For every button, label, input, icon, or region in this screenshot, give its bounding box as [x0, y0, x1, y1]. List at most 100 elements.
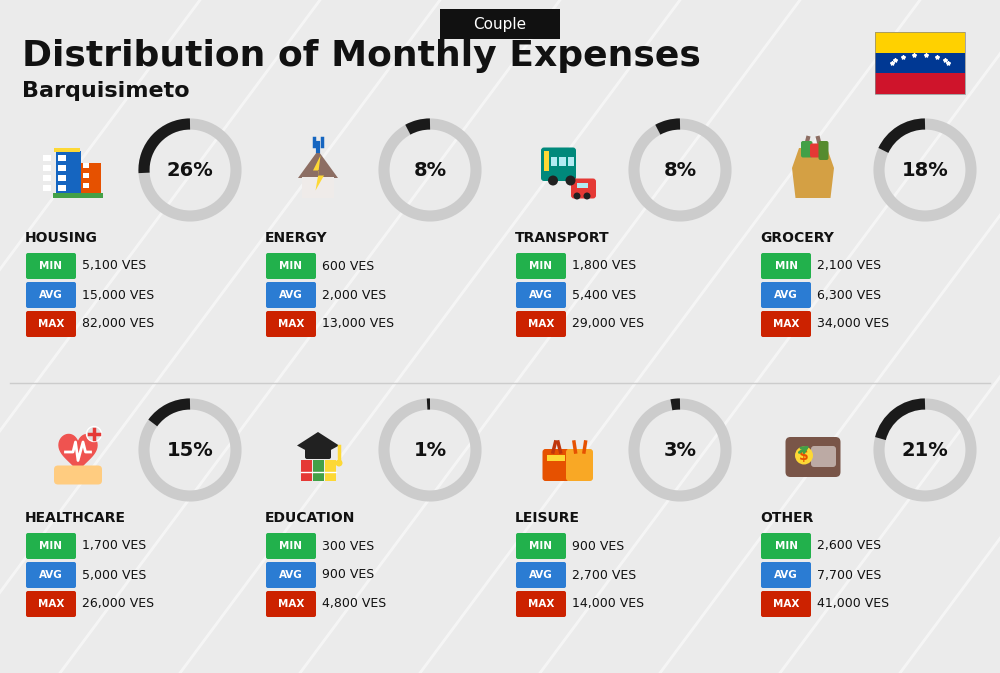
Text: MIN: MIN	[280, 261, 302, 271]
Text: 1,800 VES: 1,800 VES	[572, 260, 636, 273]
Text: 13,000 VES: 13,000 VES	[322, 318, 394, 330]
Text: MAX: MAX	[528, 319, 554, 329]
Text: 5,100 VES: 5,100 VES	[82, 260, 146, 273]
FancyBboxPatch shape	[43, 155, 50, 160]
FancyBboxPatch shape	[54, 148, 80, 152]
Text: 29,000 VES: 29,000 VES	[572, 318, 644, 330]
FancyBboxPatch shape	[58, 155, 66, 160]
Circle shape	[87, 427, 102, 441]
Text: MAX: MAX	[528, 599, 554, 609]
FancyBboxPatch shape	[566, 449, 593, 481]
Text: 5,400 VES: 5,400 VES	[572, 289, 636, 302]
FancyBboxPatch shape	[54, 466, 102, 485]
FancyBboxPatch shape	[83, 173, 89, 178]
Text: 8%: 8%	[413, 160, 447, 180]
FancyBboxPatch shape	[302, 177, 334, 198]
FancyBboxPatch shape	[266, 591, 316, 617]
Text: AVG: AVG	[39, 290, 63, 300]
FancyBboxPatch shape	[26, 282, 76, 308]
FancyBboxPatch shape	[811, 446, 836, 467]
Text: Barquisimeto: Barquisimeto	[22, 81, 190, 101]
Text: 1%: 1%	[413, 441, 447, 460]
FancyBboxPatch shape	[875, 32, 965, 52]
FancyBboxPatch shape	[568, 157, 574, 166]
Text: 18%: 18%	[902, 160, 948, 180]
FancyBboxPatch shape	[43, 164, 50, 170]
FancyBboxPatch shape	[43, 184, 50, 190]
Text: 82,000 VES: 82,000 VES	[82, 318, 154, 330]
Text: 14,000 VES: 14,000 VES	[572, 598, 644, 610]
FancyBboxPatch shape	[83, 163, 89, 168]
Text: AVG: AVG	[529, 570, 553, 580]
FancyBboxPatch shape	[266, 253, 316, 279]
Text: 26,000 VES: 26,000 VES	[82, 598, 154, 610]
Text: 5,000 VES: 5,000 VES	[82, 569, 146, 581]
Text: HOUSING: HOUSING	[25, 231, 98, 245]
Text: MIN: MIN	[774, 541, 798, 551]
FancyBboxPatch shape	[43, 174, 50, 180]
Text: AVG: AVG	[774, 290, 798, 300]
FancyBboxPatch shape	[761, 533, 811, 559]
Polygon shape	[298, 151, 338, 178]
FancyBboxPatch shape	[516, 562, 566, 588]
Text: 15%: 15%	[167, 441, 213, 460]
Polygon shape	[792, 148, 834, 198]
Text: AVG: AVG	[279, 290, 303, 300]
FancyBboxPatch shape	[58, 184, 66, 190]
FancyBboxPatch shape	[571, 178, 596, 199]
FancyBboxPatch shape	[761, 253, 811, 279]
FancyBboxPatch shape	[801, 141, 812, 157]
FancyBboxPatch shape	[324, 460, 336, 481]
Text: MIN: MIN	[40, 261, 62, 271]
FancyBboxPatch shape	[875, 52, 965, 73]
Text: 1,700 VES: 1,700 VES	[82, 540, 146, 553]
Text: 300 VES: 300 VES	[322, 540, 374, 553]
Text: 41,000 VES: 41,000 VES	[817, 598, 889, 610]
Text: 2,600 VES: 2,600 VES	[817, 540, 881, 553]
Text: 600 VES: 600 VES	[322, 260, 374, 273]
Text: EDUCATION: EDUCATION	[265, 511, 355, 525]
FancyBboxPatch shape	[266, 311, 316, 337]
FancyBboxPatch shape	[547, 454, 565, 460]
Text: GROCERY: GROCERY	[760, 231, 834, 245]
FancyBboxPatch shape	[516, 282, 566, 308]
FancyBboxPatch shape	[266, 533, 316, 559]
Circle shape	[584, 192, 590, 199]
Text: MIN: MIN	[530, 541, 552, 551]
Circle shape	[548, 176, 558, 186]
FancyBboxPatch shape	[26, 591, 76, 617]
Text: MIN: MIN	[40, 541, 62, 551]
FancyBboxPatch shape	[559, 157, 566, 166]
FancyBboxPatch shape	[56, 151, 80, 195]
Text: 3%: 3%	[664, 441, 696, 460]
Text: 15,000 VES: 15,000 VES	[82, 289, 154, 302]
FancyBboxPatch shape	[516, 533, 566, 559]
FancyBboxPatch shape	[58, 164, 66, 170]
FancyBboxPatch shape	[516, 311, 566, 337]
FancyBboxPatch shape	[542, 449, 570, 481]
Text: MAX: MAX	[38, 319, 64, 329]
FancyBboxPatch shape	[26, 253, 76, 279]
Text: 7,700 VES: 7,700 VES	[817, 569, 881, 581]
Text: MAX: MAX	[773, 319, 799, 329]
FancyBboxPatch shape	[53, 193, 103, 198]
Text: MAX: MAX	[278, 599, 304, 609]
FancyBboxPatch shape	[26, 311, 76, 337]
Text: AVG: AVG	[529, 290, 553, 300]
Circle shape	[795, 446, 813, 464]
FancyBboxPatch shape	[761, 311, 811, 337]
Text: 21%: 21%	[902, 441, 948, 460]
FancyBboxPatch shape	[440, 9, 560, 39]
Polygon shape	[313, 155, 324, 190]
FancyBboxPatch shape	[875, 73, 965, 94]
Text: 26%: 26%	[167, 160, 213, 180]
Text: 2,100 VES: 2,100 VES	[817, 260, 881, 273]
Text: Distribution of Monthly Expenses: Distribution of Monthly Expenses	[22, 39, 701, 73]
Text: $: $	[799, 448, 809, 462]
FancyBboxPatch shape	[550, 157, 557, 166]
FancyBboxPatch shape	[266, 282, 316, 308]
FancyBboxPatch shape	[312, 460, 324, 481]
FancyBboxPatch shape	[516, 253, 566, 279]
FancyBboxPatch shape	[544, 151, 549, 170]
FancyBboxPatch shape	[786, 437, 840, 477]
